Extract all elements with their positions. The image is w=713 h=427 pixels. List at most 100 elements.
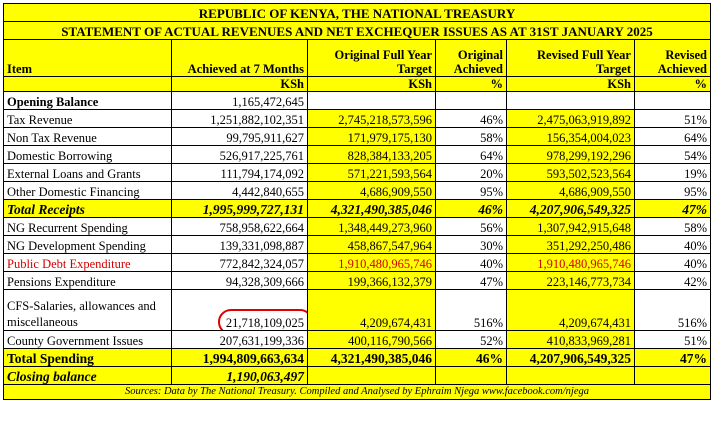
header-item: Item xyxy=(3,39,172,77)
opening-balance-label: Opening Balance xyxy=(3,91,172,110)
achieved-cell: 207,631,199,336 xyxy=(171,330,308,349)
empty-cell xyxy=(634,91,711,110)
total-receipts-revised-target: 4,207,906,549,325 xyxy=(506,199,635,218)
revised-target-cell: 593,502,523,564 xyxy=(506,163,635,182)
revised-pct-cell: 64% xyxy=(634,127,711,146)
original-target-cell: 1,348,449,273,960 xyxy=(307,217,436,236)
total-spending-revised-pct: 47% xyxy=(634,348,711,367)
total-spending-revised-target: 4,207,906,549,325 xyxy=(506,348,635,367)
original-pct-cell: 56% xyxy=(435,217,507,236)
original-target-cell: 171,979,175,130 xyxy=(307,127,436,146)
original-pct-cell: 40% xyxy=(435,253,507,272)
achieved-cell: 4,442,840,655 xyxy=(171,181,308,200)
original-target-cell: 1,910,480,965,746 xyxy=(307,253,436,272)
original-target-cell: 828,384,133,205 xyxy=(307,145,436,164)
revised-target-cell: 1,910,480,965,746 xyxy=(506,253,635,272)
closing-balance-label: Closing balance xyxy=(3,366,172,385)
closing-balance-value: 1,190,063,497 xyxy=(171,366,308,385)
row-label: NG Recurrent Spending xyxy=(3,217,172,236)
achieved-cell: 94,328,309,666 xyxy=(171,271,308,290)
original-pct-cell: 47% xyxy=(435,271,507,290)
header-revised-target: Revised Full Year Target xyxy=(506,39,635,77)
achieved-cell: 526,917,225,761 xyxy=(171,145,308,164)
achieved-cell: 111,794,174,092 xyxy=(171,163,308,182)
row-label: External Loans and Grants xyxy=(3,163,172,182)
original-pct-cell: 52% xyxy=(435,330,507,349)
revised-pct-cell: 51% xyxy=(634,330,711,349)
table-row: CFS-Salaries, allowances and miscellaneo… xyxy=(3,289,711,331)
original-target-cell: 458,867,547,964 xyxy=(307,235,436,254)
total-receipts-revised-pct: 47% xyxy=(634,199,711,218)
empty-cell xyxy=(307,366,436,385)
revised-pct-cell: 516% xyxy=(634,289,711,331)
total-receipts-label: Total Receipts xyxy=(3,199,172,218)
achieved-cell: 1,251,882,102,351 xyxy=(171,109,308,128)
row-label: Tax Revenue xyxy=(3,109,172,128)
total-spending-original-pct: 46% xyxy=(435,348,507,367)
original-pct-cell: 95% xyxy=(435,181,507,200)
total-receipts-original-target: 4,321,490,385,046 xyxy=(307,199,436,218)
units-revised-target: KSh xyxy=(506,76,635,92)
original-target-cell: 199,366,132,379 xyxy=(307,271,436,290)
units-original-pct: % xyxy=(435,76,507,92)
revised-target-cell: 1,307,942,915,648 xyxy=(506,217,635,236)
revised-pct-cell: 42% xyxy=(634,271,711,290)
empty-cell xyxy=(634,366,711,385)
revised-target-cell: 223,146,773,734 xyxy=(506,271,635,290)
achieved-cell: 139,331,098,887 xyxy=(171,235,308,254)
empty-cell xyxy=(435,91,507,110)
revised-pct-cell: 19% xyxy=(634,163,711,182)
total-spending-original-target: 4,321,490,385,046 xyxy=(307,348,436,367)
units-achieved: KSh xyxy=(171,76,308,92)
original-target-cell: 4,686,909,550 xyxy=(307,181,436,200)
original-pct-cell: 30% xyxy=(435,235,507,254)
original-pct-cell: 64% xyxy=(435,145,507,164)
table-row: County Government Issues 207,631,199,336… xyxy=(3,330,711,349)
row-label: NG Development Spending xyxy=(3,235,172,254)
revenue-rows: Tax Revenue 1,251,882,102,351 2,745,218,… xyxy=(3,109,711,200)
table-row: Pensions Expenditure 94,328,309,666 199,… xyxy=(3,271,711,290)
original-target-cell: 2,745,218,573,596 xyxy=(307,109,436,128)
total-spending-row: Total Spending 1,994,809,663,634 4,321,4… xyxy=(3,348,711,367)
title-row: REPUBLIC OF KENYA, THE NATIONAL TREASURY xyxy=(3,3,711,22)
achieved-cell: 758,958,622,664 xyxy=(171,217,308,236)
table-row: Tax Revenue 1,251,882,102,351 2,745,218,… xyxy=(3,109,711,128)
table-row: Public Debt Expenditure 772,842,324,057 … xyxy=(3,253,711,272)
row-label: County Government Issues xyxy=(3,330,172,349)
achieved-cell: 99,795,911,627 xyxy=(171,127,308,146)
units-original-target: KSh xyxy=(307,76,436,92)
header-row: Item Achieved at 7 Months Original Full … xyxy=(3,39,711,77)
header-original-achieved: Original Achieved xyxy=(435,39,507,77)
original-pct-cell: 46% xyxy=(435,109,507,128)
total-receipts-achieved: 1,995,999,727,131 xyxy=(171,199,308,218)
row-label: CFS-Salaries, allowances and miscellaneo… xyxy=(3,289,172,331)
units-item-blank xyxy=(3,76,172,92)
empty-cell xyxy=(435,366,507,385)
statement-container: REPUBLIC OF KENYA, THE NATIONAL TREASURY… xyxy=(3,3,711,400)
revised-target-cell: 156,354,004,023 xyxy=(506,127,635,146)
header-revised-achieved: Revised Achieved xyxy=(634,39,711,77)
source-row: Sources: Data by The National Treasury. … xyxy=(3,384,711,400)
subtitle-row: STATEMENT OF ACTUAL REVENUES AND NET EXC… xyxy=(3,21,711,40)
revised-pct-cell: 95% xyxy=(634,181,711,200)
achieved-cell: 772,842,324,057 xyxy=(171,253,308,272)
original-pct-cell: 20% xyxy=(435,163,507,182)
table-row: Domestic Borrowing 526,917,225,761 828,3… xyxy=(3,145,711,164)
empty-cell xyxy=(307,91,436,110)
original-pct-cell: 58% xyxy=(435,127,507,146)
opening-balance-value: 1,165,472,645 xyxy=(171,91,308,110)
table-row: Non Tax Revenue 99,795,911,627 171,979,1… xyxy=(3,127,711,146)
revised-pct-cell: 58% xyxy=(634,217,711,236)
revised-pct-cell: 40% xyxy=(634,235,711,254)
total-spending-achieved: 1,994,809,663,634 xyxy=(171,348,308,367)
row-label: Pensions Expenditure xyxy=(3,271,172,290)
revised-target-cell: 4,209,674,431 xyxy=(506,289,635,331)
row-label: Non Tax Revenue xyxy=(3,127,172,146)
revised-pct-cell: 54% xyxy=(634,145,711,164)
original-target-cell: 571,221,593,564 xyxy=(307,163,436,182)
row-label: Other Domestic Financing xyxy=(3,181,172,200)
opening-balance-row: Opening Balance 1,165,472,645 xyxy=(3,91,711,110)
revised-pct-cell: 51% xyxy=(634,109,711,128)
row-label: Public Debt Expenditure xyxy=(3,253,172,272)
source-note: Sources: Data by The National Treasury. … xyxy=(3,384,711,400)
